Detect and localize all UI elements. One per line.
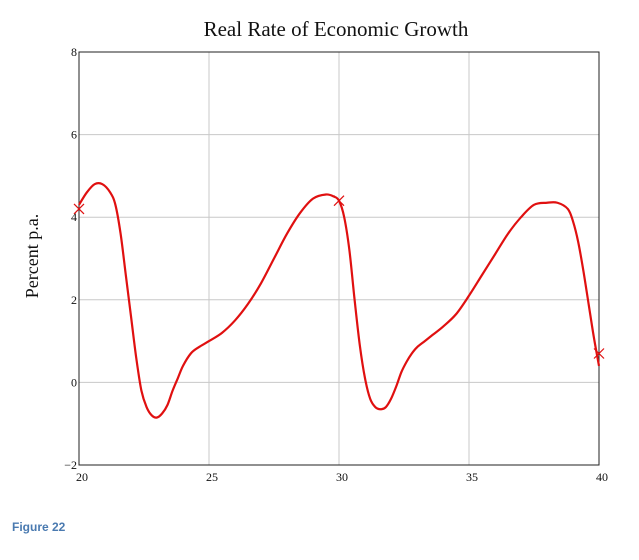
figure-caption: Figure 22 [12, 520, 66, 534]
y-tick-label: 0 [71, 375, 77, 389]
x-tick-label: 30 [336, 470, 348, 484]
markers [73, 195, 605, 359]
series [78, 182, 601, 419]
chart-title: Real Rate of Economic Growth [204, 17, 469, 41]
y-tick-label: 8 [71, 45, 77, 59]
y-tick-label: 4 [71, 210, 77, 224]
data-point-marker [333, 195, 345, 207]
data-point-marker [593, 348, 605, 359]
y-tick-label: 6 [71, 128, 77, 142]
data-point-marker [73, 203, 85, 215]
x-tick-label: 40 [596, 470, 608, 484]
plot-frame [78, 51, 600, 466]
series-line [78, 182, 601, 419]
x-tick-label: 20 [76, 470, 88, 484]
y-tick-label: −2 [64, 458, 77, 472]
x-tick-label: 35 [466, 470, 478, 484]
x-tick-label: 25 [206, 470, 218, 484]
tick-labels: 20 25 30 35 40 −2 0 2 4 6 8 [64, 45, 608, 484]
y-tick-label: 2 [71, 293, 77, 307]
y-axis-label: Percent p.a. [22, 214, 42, 298]
grid [79, 52, 599, 465]
